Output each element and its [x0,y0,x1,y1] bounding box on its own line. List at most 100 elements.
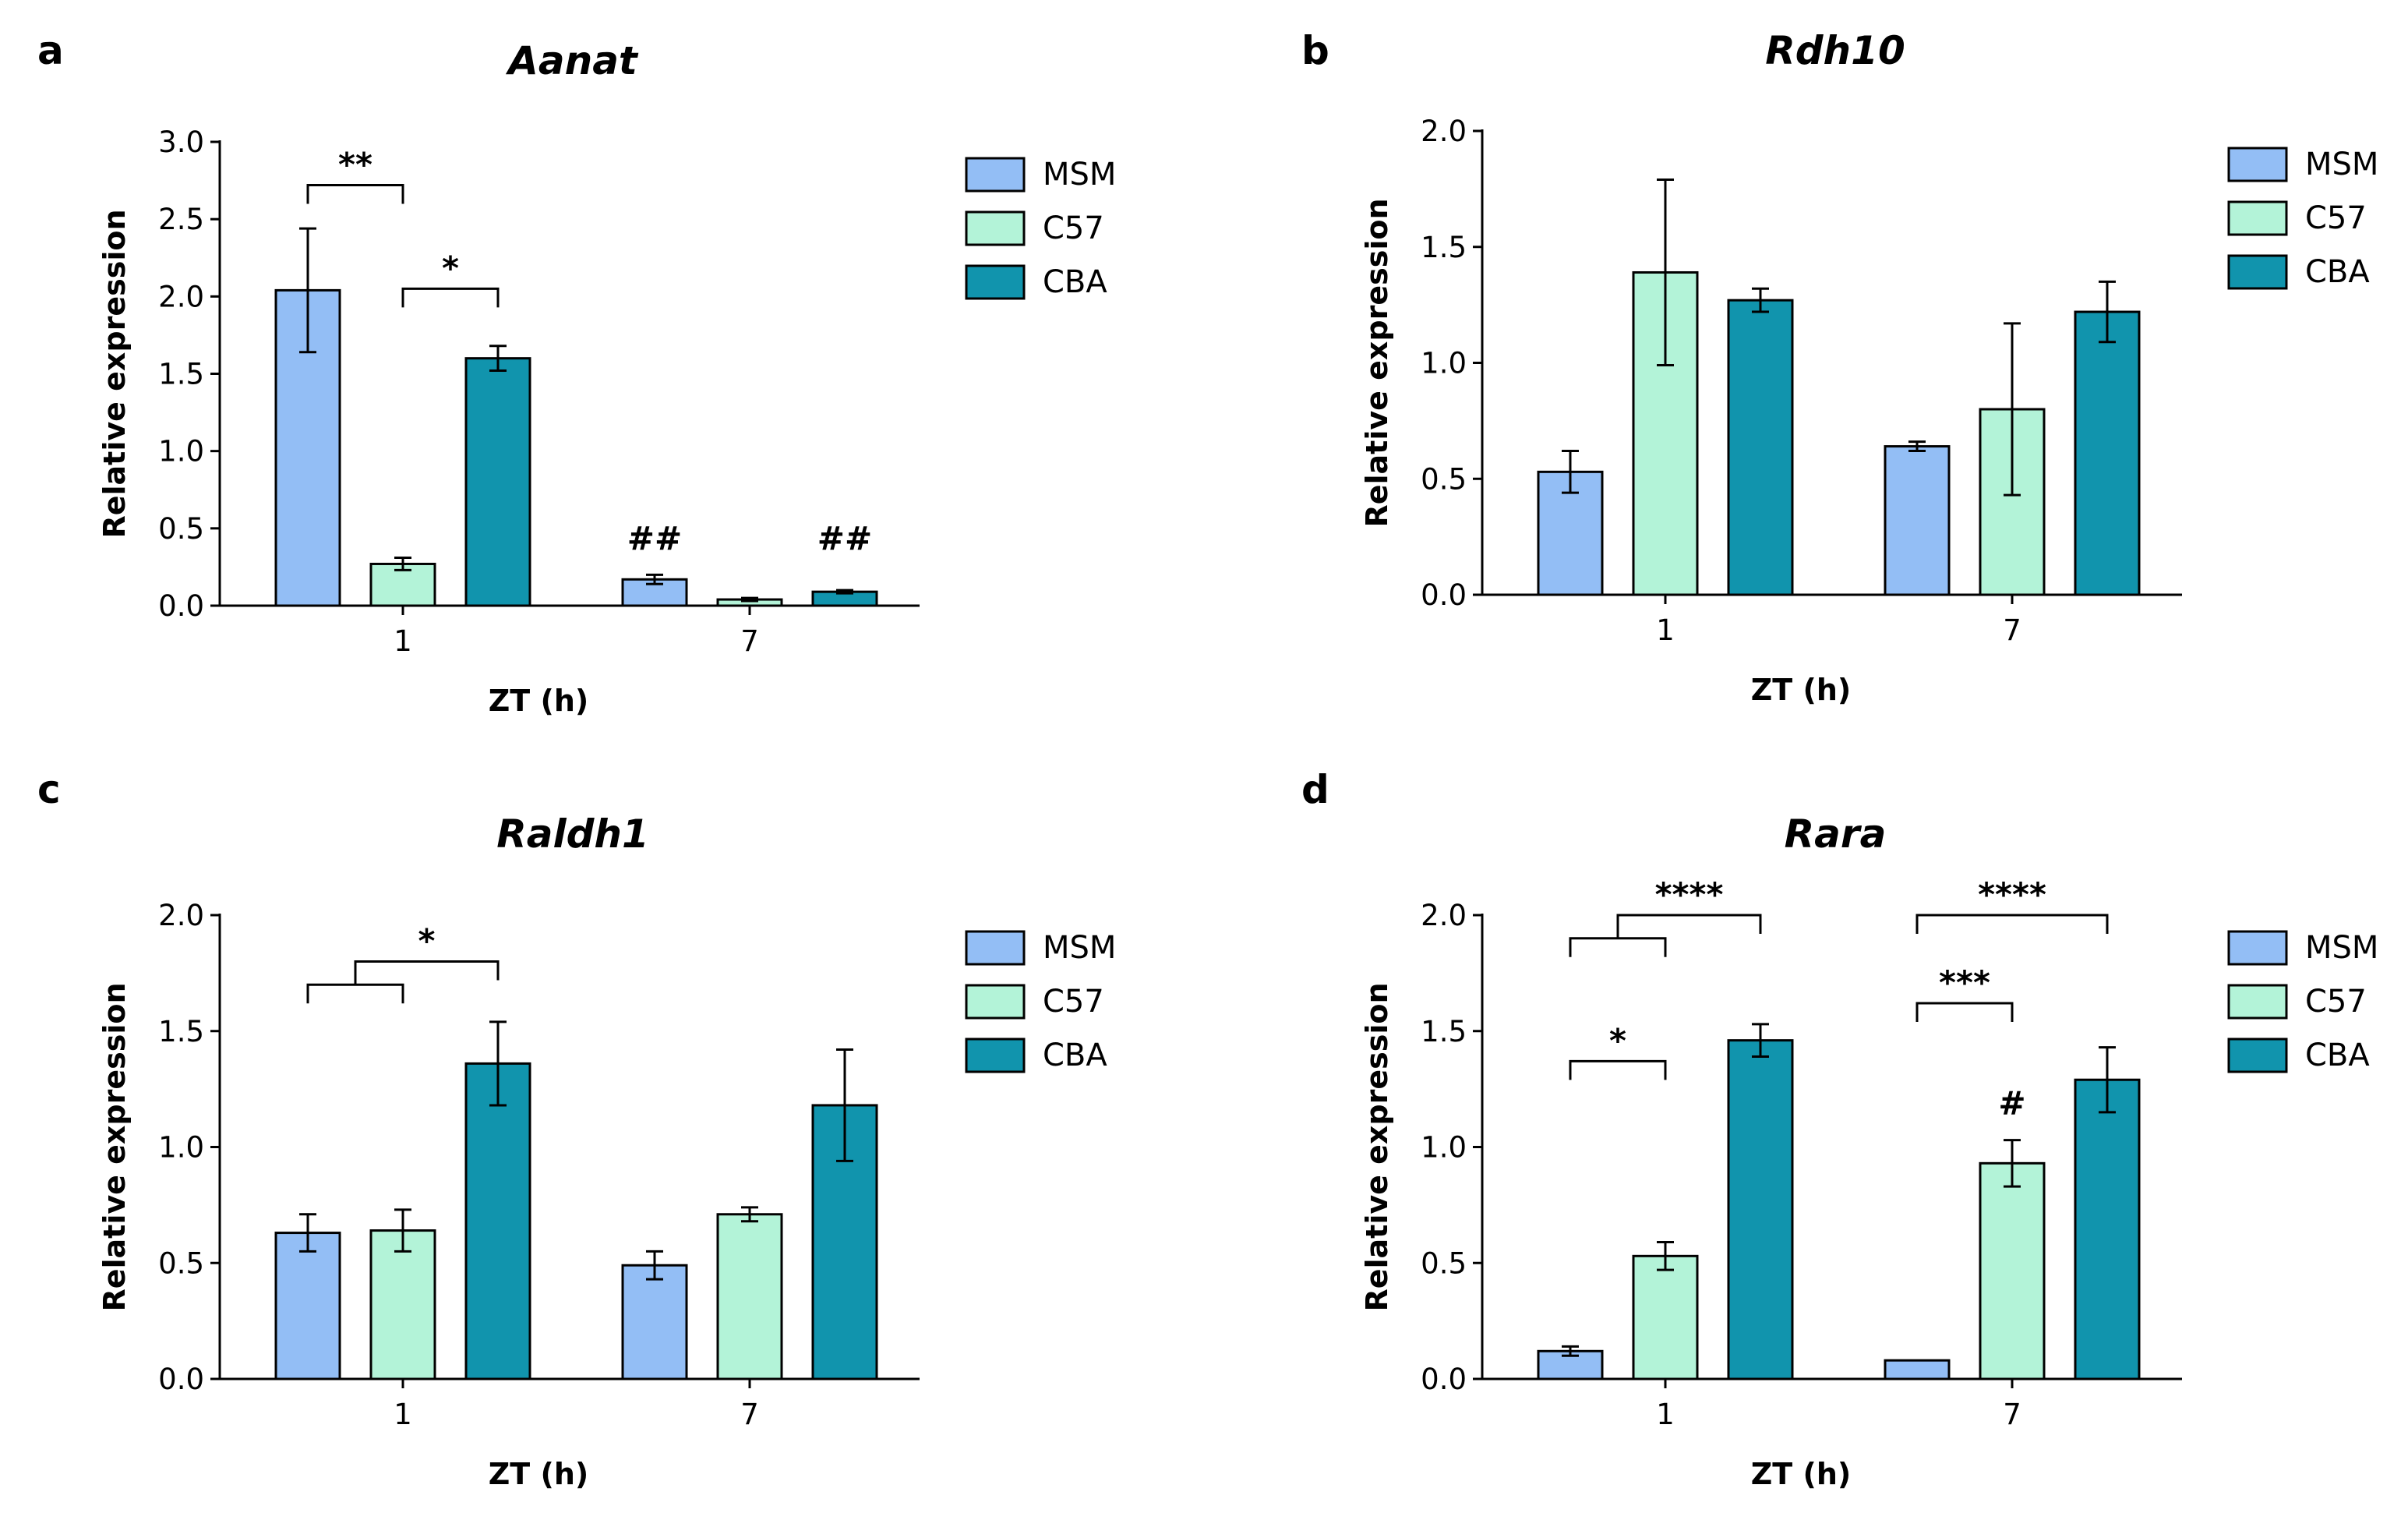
legend-swatch-cba [2227,254,2288,290]
bar-msm-7 [621,1264,688,1380]
legend-label-msm: MSM [1043,157,1116,193]
x-axis-label: ZT (h) [1751,1457,1852,1491]
significance-label: * [418,922,436,960]
significance-bracket [1915,914,2109,934]
legend-label-c57: C57 [2305,200,2367,236]
chart-panel-a: a Aanat 0.0 0.5 1.0 1.5 2.0 2.5 3.0 1 7 ZT (h) Relat… [37,28,1116,718]
y-tick-label: 2.0 [158,899,204,932]
y-tick-label: 0.5 [158,512,204,546]
x-axis-label: ZT (h) [489,1457,589,1491]
y-tick-label: 1.5 [158,1015,204,1048]
significance-label: **** [1978,875,2046,914]
y-tick-label: 1.5 [1421,1015,1467,1048]
legend-swatch-msm [965,157,1026,193]
y-tick-label: 1.0 [158,1131,204,1165]
significance-bracket [1915,1002,2014,1023]
legend-label-msm: MSM [1043,930,1116,966]
legend-label-c57: C57 [2305,984,2367,1020]
chart-panel-b: b Rdh10 0.0 0.5 1.0 1.5 2.0 1 7 ZT (h) Relative ex… [1301,28,2378,707]
x-tick-label: 7 [2003,1398,2021,1431]
panel-letter: c [37,767,61,812]
y-axis-label: Relative expression [1360,198,1394,527]
chart-title: Raldh1 [496,811,649,857]
significance-bracket [401,287,500,308]
y-tick-label: 2.0 [1421,115,1467,148]
y-tick-label: 1.0 [1421,347,1467,380]
significance-bracket [1569,1059,1667,1080]
y-tick-label: 1.0 [1421,1131,1467,1165]
bar-cba-1 [464,357,531,607]
significance-label: * [1609,1021,1626,1059]
x-axis-label: ZT (h) [489,684,589,718]
chart-title: Aanat [505,38,639,83]
legend-label-cba: CBA [1043,1038,1107,1073]
y-tick-label: 1.5 [158,358,204,391]
bar-msm-7 [1884,445,1951,596]
legend-swatch-c57 [965,210,1026,246]
chart-title: Rdh10 [1765,28,1905,73]
significance-bracket-outer [354,960,500,985]
significance-bracket [1569,937,1667,957]
y-tick-label: 0.0 [158,589,204,623]
bar-cba-1 [1727,1039,1794,1380]
y-axis-label: Relative expression [1360,982,1394,1311]
bar-msm-1 [274,1232,341,1380]
y-tick-label: 2.0 [1421,899,1467,932]
significance-bracket-outer [1616,914,1762,939]
x-tick-label: 1 [1656,613,1675,647]
significance-bracket [306,983,404,1004]
legend-swatch-msm [2227,930,2288,966]
legend-label-cba: CBA [2305,1038,2370,1073]
chart-panel-d: d Rara 0.0 0.5 1.0 1.5 2.0 1 7 ZT (h) Relative exp… [1301,767,2378,1491]
legend-label-msm: MSM [2305,930,2378,966]
legend-swatch-msm [2227,147,2288,182]
y-tick-label: 0.0 [1421,578,1467,612]
y-tick-label: 1.5 [1421,231,1467,264]
y-tick-label: 2.5 [158,203,204,236]
y-tick-label: 0.0 [158,1363,204,1396]
legend-swatch-cba [965,264,1026,300]
x-axis-label: ZT (h) [1751,673,1852,707]
y-tick-label: 3.0 [158,125,204,159]
chart-panel-c: c Raldh1 0.0 0.5 1.0 1.5 2.0 1 7 ZT (h) Relative e… [37,767,1116,1491]
significance-label: ** [338,146,372,184]
y-tick-label: 0.0 [1421,1363,1467,1396]
legend-swatch-c57 [2227,200,2288,236]
significance-label: *** [1939,963,1990,1002]
x-tick-label: 7 [2003,613,2021,647]
hash-mark: ## [627,520,682,558]
x-tick-label: 7 [740,1398,759,1431]
bar-cba-1 [464,1062,531,1380]
bar-cba-7 [2074,310,2141,596]
legend-swatch-msm [965,930,1026,966]
x-tick-label: 1 [1656,1398,1675,1431]
legend-label-msm: MSM [2305,147,2378,182]
legend-swatch-cba [965,1038,1026,1073]
legend-label-c57: C57 [1043,984,1104,1020]
legend-label-cba: CBA [2305,254,2370,290]
panel-letter: b [1301,28,1329,73]
bar-c57-7 [716,1213,783,1380]
y-tick-label: 1.0 [158,435,204,468]
y-axis-label: Relative expression [97,209,132,538]
y-tick-label: 0.5 [158,1246,204,1280]
significance-label: * [442,249,459,287]
y-tick-label: 2.0 [158,280,204,313]
panel-letter: d [1301,767,1329,812]
y-axis-label: Relative expression [97,982,132,1311]
bar-msm-7 [1884,1359,1951,1380]
x-tick-label: 1 [394,624,412,658]
legend-label-c57: C57 [1043,210,1104,246]
y-tick-label: 0.5 [1421,462,1467,496]
hash-mark: ## [817,520,872,558]
legend-swatch-c57 [965,984,1026,1020]
bar-cba-7 [2074,1078,2141,1380]
significance-bracket [306,184,404,204]
bar-c57-7 [1979,1161,2046,1380]
x-tick-label: 7 [740,624,759,658]
panel-letter: a [37,28,64,73]
legend-label-cba: CBA [1043,264,1107,300]
x-tick-label: 1 [394,1398,412,1431]
bar-c57-1 [369,1229,436,1380]
